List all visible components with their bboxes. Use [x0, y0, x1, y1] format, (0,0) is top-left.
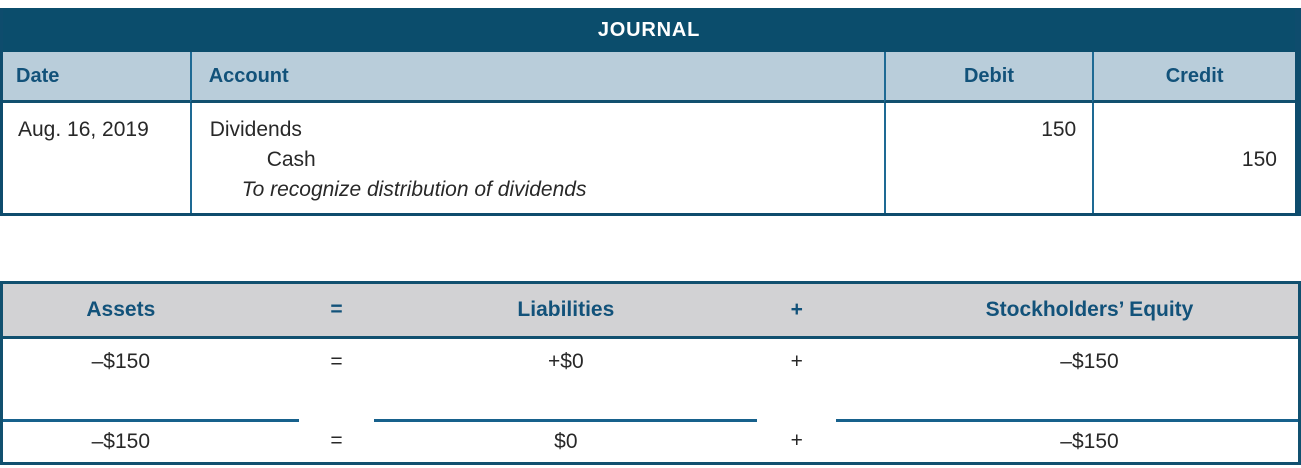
- equation-change-equity: –$150: [836, 339, 1298, 419]
- col-header-account: Account: [189, 52, 884, 103]
- equation-total-assets: –$150: [3, 419, 299, 462]
- equation-change-liabilities: +$0: [374, 339, 758, 419]
- entry-credit-amount: 150: [1092, 103, 1295, 213]
- equation-header-assets: Assets: [3, 284, 299, 339]
- col-header-date: Date: [3, 52, 190, 103]
- equation-grid: Assets = Liabilities + Stockholders’ Equ…: [3, 284, 1298, 462]
- entry-memo: To recognize distribution of dividends: [241, 178, 587, 201]
- equation-total-equals: =: [298, 419, 375, 462]
- equation-header-equity: Stockholders’ Equity: [836, 284, 1298, 339]
- equation-header-plus: +: [757, 284, 837, 339]
- equation-change-assets: –$150: [3, 339, 299, 419]
- journal-title: JOURNAL: [3, 8, 1295, 52]
- entry-account-cell: Dividends Cash To recognize distribution…: [189, 103, 884, 213]
- equation-header-equals: =: [298, 284, 375, 339]
- equation-total-liabilities: $0: [374, 419, 758, 462]
- journal-table: JOURNAL Date Account Debit Credit Aug. 1…: [0, 8, 1301, 216]
- journal-grid: Date Account Debit Credit Aug. 16, 2019 …: [3, 52, 1295, 213]
- equation-change-equals: =: [298, 339, 375, 419]
- entry-credit-account: Cash: [266, 148, 316, 171]
- equation-header-liabilities: Liabilities: [374, 284, 758, 339]
- equation-total-plus: +: [757, 419, 837, 462]
- equation-change-plus: +: [757, 339, 837, 419]
- col-header-credit: Credit: [1092, 52, 1295, 103]
- entry-date: Aug. 16, 2019: [3, 103, 190, 213]
- entry-debit-account: Dividends: [209, 118, 302, 141]
- entry-debit-amount: 150: [883, 103, 1093, 213]
- accounting-equation-table: Assets = Liabilities + Stockholders’ Equ…: [0, 281, 1301, 465]
- col-header-debit: Debit: [883, 52, 1093, 103]
- equation-total-equity: –$150: [836, 419, 1298, 462]
